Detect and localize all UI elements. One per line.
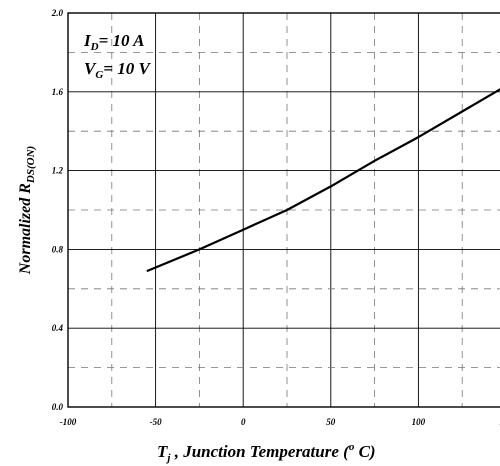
- annotation-gate-voltage: VG= 10 V: [84, 59, 151, 81]
- x-tick-labels: -100-50050100150: [60, 417, 500, 427]
- y-tick-label: 1.6: [52, 87, 64, 97]
- x-tick-label: 100: [412, 417, 426, 427]
- y-tick-labels: 0.0 0.4 0.8 1.2 1.6 2.0: [51, 8, 64, 412]
- series-line: [146, 88, 500, 273]
- grid: [68, 13, 500, 407]
- x-tick-label: 0: [241, 417, 246, 427]
- x-tick-label: 50: [326, 417, 336, 427]
- y-tick-label: 1.2: [52, 166, 64, 176]
- annotation-drain-current: ID= 10 A: [83, 31, 144, 53]
- y-tick-label: 0.8: [52, 244, 64, 254]
- x-tick-label: -50: [150, 417, 162, 427]
- series: [146, 88, 500, 273]
- y-tick-label: 2.0: [51, 8, 64, 18]
- y-tick-label: 0.4: [52, 323, 64, 333]
- y-tick-label: 0.0: [52, 402, 64, 412]
- x-axis-label: Tj , Junction Temperature (o C): [157, 441, 376, 464]
- y-axis-label: Normalized RDS(ON): [17, 146, 37, 275]
- plot-border: [67, 12, 500, 408]
- x-tick-label: -100: [60, 417, 77, 427]
- plot-frame: [67, 12, 500, 408]
